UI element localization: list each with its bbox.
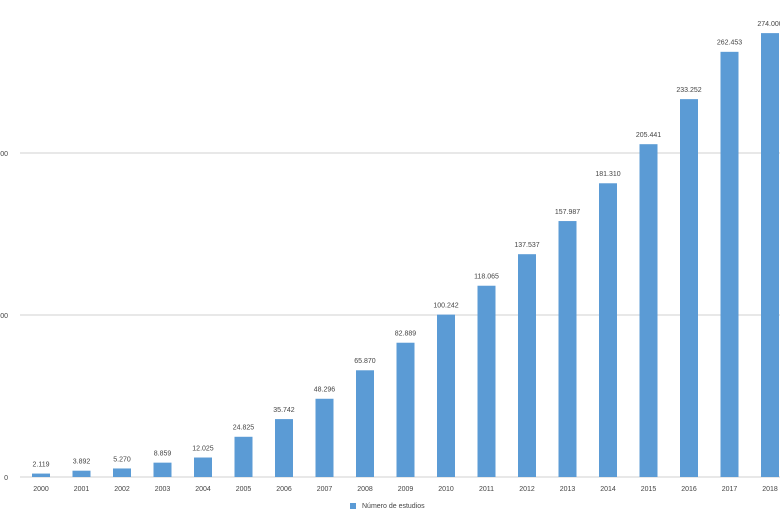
y-tick-label: 100.000 bbox=[0, 313, 8, 320]
legend-label: Número de estudios bbox=[362, 503, 425, 510]
data-label: 48.296 bbox=[314, 387, 336, 394]
x-tick-label: 2002 bbox=[114, 486, 130, 493]
bar bbox=[639, 144, 658, 477]
data-label: 24.825 bbox=[233, 425, 255, 432]
data-label: 82.889 bbox=[395, 331, 417, 338]
x-tick-label: 2014 bbox=[600, 486, 616, 493]
bar bbox=[558, 221, 577, 477]
data-label: 262.453 bbox=[717, 40, 742, 47]
data-label: 8.859 bbox=[154, 450, 172, 457]
bar bbox=[720, 51, 739, 477]
y-tick-label: 200.000 bbox=[0, 151, 8, 158]
data-label: 157.987 bbox=[555, 209, 580, 216]
x-tick-label: 2003 bbox=[155, 486, 171, 493]
x-tick-label: 2018 bbox=[762, 486, 778, 493]
bar bbox=[32, 473, 50, 477]
bar bbox=[356, 370, 374, 477]
data-label: 181.310 bbox=[595, 171, 620, 178]
x-tick-label: 2007 bbox=[317, 486, 333, 493]
data-label: 274.000 bbox=[757, 21, 780, 28]
bar bbox=[113, 468, 131, 477]
x-tick-label: 2011 bbox=[479, 486, 494, 493]
bar bbox=[761, 33, 779, 478]
x-tick-label: 2005 bbox=[236, 486, 252, 493]
data-label: 5.270 bbox=[113, 456, 131, 463]
bar bbox=[518, 254, 536, 477]
bar bbox=[153, 462, 172, 477]
bar bbox=[194, 457, 212, 477]
x-tick-label: 2004 bbox=[195, 486, 211, 493]
x-tick-label: 2000 bbox=[33, 486, 49, 493]
legend-swatch bbox=[350, 503, 356, 509]
x-tick-label: 2013 bbox=[560, 486, 576, 493]
bar bbox=[234, 436, 253, 477]
x-tick-label: 2009 bbox=[398, 486, 414, 493]
bar bbox=[599, 183, 617, 477]
x-tick-label: 2016 bbox=[681, 486, 697, 493]
x-tick-label: 2017 bbox=[722, 486, 738, 493]
data-label: 3.892 bbox=[73, 459, 91, 466]
x-tick-label: 2015 bbox=[641, 486, 657, 493]
data-label: 12.025 bbox=[192, 445, 214, 452]
y-tick-label: 0 bbox=[4, 475, 8, 482]
data-label: 205.441 bbox=[636, 132, 661, 139]
data-label: 2.119 bbox=[33, 461, 50, 468]
bar bbox=[275, 419, 293, 477]
data-label: 233.252 bbox=[676, 87, 701, 94]
bar bbox=[680, 99, 698, 477]
bar bbox=[477, 285, 496, 477]
x-tick-label: 2006 bbox=[276, 486, 292, 493]
bar bbox=[72, 470, 91, 477]
data-label: 35.742 bbox=[273, 407, 295, 414]
x-tick-label: 2008 bbox=[357, 486, 373, 493]
bar bbox=[437, 314, 455, 477]
bar bbox=[315, 398, 334, 477]
data-label: 137.537 bbox=[514, 242, 539, 249]
data-label: 118.065 bbox=[474, 274, 499, 281]
data-label: 100.242 bbox=[433, 302, 458, 309]
bar bbox=[396, 342, 415, 477]
x-tick-label: 2010 bbox=[438, 486, 454, 493]
x-tick-label: 2012 bbox=[519, 486, 535, 493]
x-tick-label: 2001 bbox=[74, 486, 90, 493]
data-label: 65.870 bbox=[354, 358, 376, 365]
